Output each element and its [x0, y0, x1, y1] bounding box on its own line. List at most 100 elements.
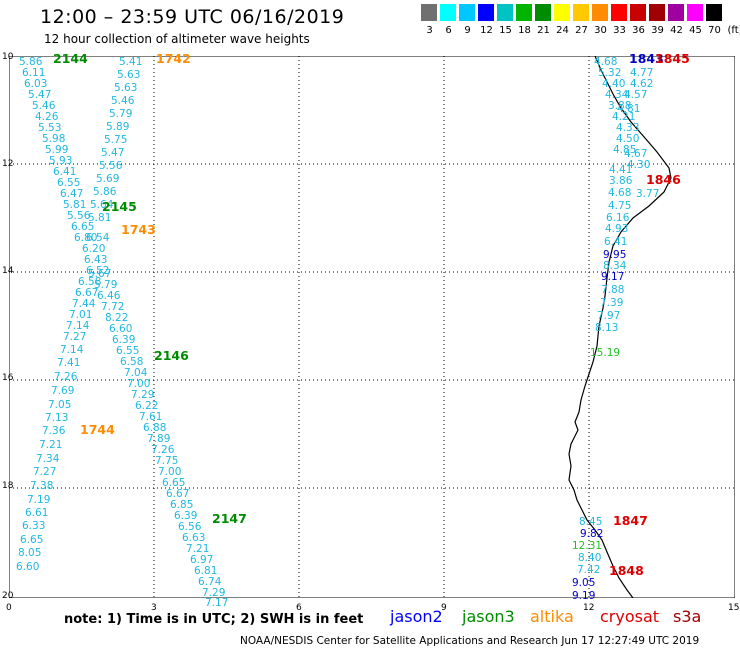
wave-height-value: 6.88	[143, 422, 167, 434]
wave-height-value: 5.56	[67, 210, 91, 222]
wave-height-value: 9.19	[572, 590, 596, 602]
color-scale-label: 3	[426, 25, 433, 36]
wave-height-value: 8.22	[105, 312, 129, 324]
wave-height-value: 4.50	[616, 133, 640, 145]
pass-time-label: 1848	[609, 563, 644, 578]
wave-height-value: 3.86	[609, 175, 633, 187]
color-swatch	[440, 4, 457, 21]
wave-height-value: 3.88	[608, 100, 632, 112]
legend-jason2: jason2	[390, 607, 443, 626]
wave-height-value: 7.29	[131, 389, 155, 401]
wave-height-value: 5.89	[106, 121, 130, 133]
wave-height-value: 5.67	[88, 268, 112, 280]
wave-height-value: 8.13	[595, 322, 619, 334]
color-swatch	[459, 4, 476, 21]
pass-time-label: 2145	[102, 199, 137, 214]
pass-time-label: 1744	[80, 422, 115, 437]
color-scale-label: 27	[575, 25, 588, 36]
wave-height-value: 4.68	[594, 56, 618, 68]
y-tick-20: 20	[2, 591, 14, 601]
wave-height-value: 4.81	[617, 103, 641, 115]
wave-height-value: 7.42	[577, 564, 601, 576]
grid-lines	[9, 56, 735, 598]
wave-height-value: 7.14	[60, 344, 84, 356]
color-scale-unit: (ft)	[727, 25, 740, 36]
wave-height-value: 7.26	[151, 444, 175, 456]
wave-height-value: 4.85	[613, 144, 637, 156]
wave-height-value: 4.40	[602, 78, 626, 90]
color-scale-label: 39	[651, 25, 664, 36]
page-subtitle: 12 hour collection of altimeter wave hei…	[44, 32, 310, 46]
wave-height-value: 7.01	[69, 309, 93, 321]
wave-height-value: 4.57	[624, 89, 648, 101]
wave-height-value: 5.46	[111, 95, 135, 107]
x-tick-12: 12	[583, 603, 595, 613]
wave-height-value: 5.41	[119, 56, 143, 68]
wave-height-value: 4.34	[605, 89, 629, 101]
color-scale-label: 6	[445, 25, 452, 36]
color-scale-label: 24	[556, 25, 569, 36]
wave-height-value: 9.95	[603, 249, 627, 261]
y-tick-16: 16	[2, 373, 14, 383]
wave-height-value: 7.97	[597, 310, 621, 322]
color-swatch	[668, 4, 685, 21]
wave-height-value: 6.43	[84, 254, 108, 266]
pass-time-label: 1743	[121, 222, 156, 237]
legend-cryosat: cryosat	[600, 607, 660, 626]
pass-time-label: 1742	[156, 51, 191, 66]
pass-time-label: 1845	[655, 51, 690, 66]
wave-height-value: 4.30	[627, 159, 651, 171]
wave-height-value: 3.77	[636, 188, 660, 200]
wave-height-value: 6.97	[190, 554, 214, 566]
wave-height-value: 6.22	[135, 400, 159, 412]
wave-height-value: 9.05	[572, 577, 596, 589]
x-tick-3: 3	[151, 603, 157, 613]
wave-height-value: 7.17	[205, 597, 229, 609]
wave-height-value: 7.00	[158, 466, 182, 478]
color-scale-label: 70	[708, 25, 721, 36]
wave-height-value: 5.75	[104, 134, 128, 146]
wave-height-value: 6.46	[97, 290, 121, 302]
wave-height-value: 4.75	[608, 200, 632, 212]
wave-height-value: 7.26	[54, 371, 78, 383]
wave-height-value: 5.79	[94, 279, 118, 291]
wave-height-value: 7.69	[51, 385, 75, 397]
wave-height-value: 6.54	[86, 232, 110, 244]
wave-height-value: 7.44	[72, 298, 96, 310]
wave-height-value: 4.21	[612, 111, 636, 123]
wave-height-value: 5.98	[42, 133, 66, 145]
pass-time-label: 2147	[212, 511, 247, 526]
wave-height-value: 6.39	[112, 334, 136, 346]
color-scale-label: 21	[537, 25, 550, 36]
y-tick-18: 18	[2, 481, 14, 491]
color-swatch	[592, 4, 609, 21]
wave-height-value: 5.69	[96, 173, 120, 185]
wave-height-value: 4.33	[616, 122, 640, 134]
color-swatch	[554, 4, 571, 21]
wave-height-value: 7.19	[27, 494, 51, 506]
color-scale-label: 42	[670, 25, 683, 36]
wave-height-value: 5.46	[32, 100, 56, 112]
wave-height-value: 7.13	[45, 412, 69, 424]
wave-height-value: 5.64	[90, 199, 114, 211]
wave-height-value: 7.89	[147, 433, 171, 445]
color-swatch	[516, 4, 533, 21]
wave-height-value: 7.27	[63, 331, 87, 343]
color-scale-label: 12	[480, 25, 493, 36]
color-swatch	[649, 4, 666, 21]
wave-height-value: 8.05	[18, 547, 42, 559]
wave-height-value: 6.41	[604, 236, 628, 248]
color-swatch	[478, 4, 495, 21]
coastline	[568, 56, 672, 598]
wave-height-value: 7.29	[202, 587, 226, 599]
map-plot-area	[9, 56, 735, 598]
wave-height-value: 6.74	[198, 576, 222, 588]
wave-height-value: 5.81	[88, 212, 112, 224]
color-swatch	[421, 4, 438, 21]
x-tick-15: 15	[728, 603, 740, 613]
wave-height-value: 4.68	[608, 187, 632, 199]
wave-height-value: 7.14	[66, 320, 90, 332]
color-scale-label: 9	[464, 25, 471, 36]
wave-height-value: 6.67	[166, 488, 190, 500]
wave-height-value: 6.55	[57, 177, 81, 189]
